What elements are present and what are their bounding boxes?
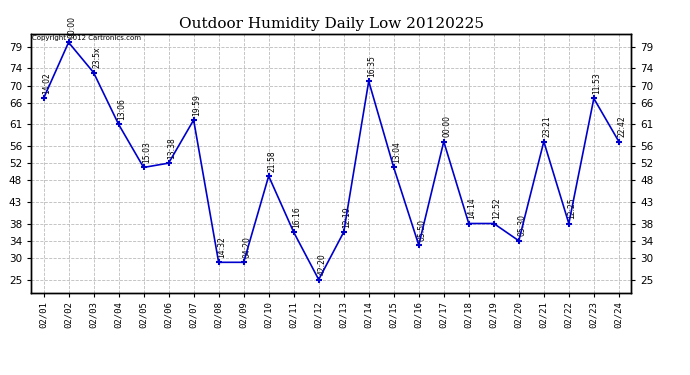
Text: 23:21: 23:21	[542, 116, 551, 137]
Text: 00:00: 00:00	[67, 16, 76, 38]
Text: 21:58: 21:58	[267, 150, 276, 172]
Text: 04:20: 04:20	[242, 236, 251, 258]
Text: 14:32: 14:32	[217, 236, 226, 258]
Text: 12:52: 12:52	[492, 198, 501, 219]
Text: 42:20: 42:20	[317, 254, 326, 275]
Text: 14:02: 14:02	[42, 72, 51, 94]
Text: 15:03: 15:03	[142, 141, 151, 163]
Text: 13:38: 13:38	[167, 137, 176, 159]
Text: 05:30: 05:30	[518, 214, 526, 237]
Text: 16:35: 16:35	[367, 55, 376, 77]
Text: 14:14: 14:14	[467, 197, 476, 219]
Text: 19:59: 19:59	[192, 94, 201, 116]
Text: 22:42: 22:42	[618, 116, 627, 137]
Text: 13:04: 13:04	[392, 141, 401, 163]
Text: 23:5x: 23:5x	[92, 47, 101, 68]
Text: 13:06: 13:06	[117, 98, 126, 120]
Text: 12:25: 12:25	[567, 198, 576, 219]
Text: 05:50: 05:50	[417, 219, 426, 241]
Text: 11:53: 11:53	[592, 72, 601, 94]
Text: Copyright 2012 Cartronics.com: Copyright 2012 Cartronics.com	[32, 35, 141, 41]
Title: Outdoor Humidity Daily Low 20120225: Outdoor Humidity Daily Low 20120225	[179, 17, 484, 31]
Text: 12:19: 12:19	[342, 206, 351, 228]
Text: 16:16: 16:16	[292, 206, 301, 228]
Text: 00:00: 00:00	[442, 115, 451, 137]
